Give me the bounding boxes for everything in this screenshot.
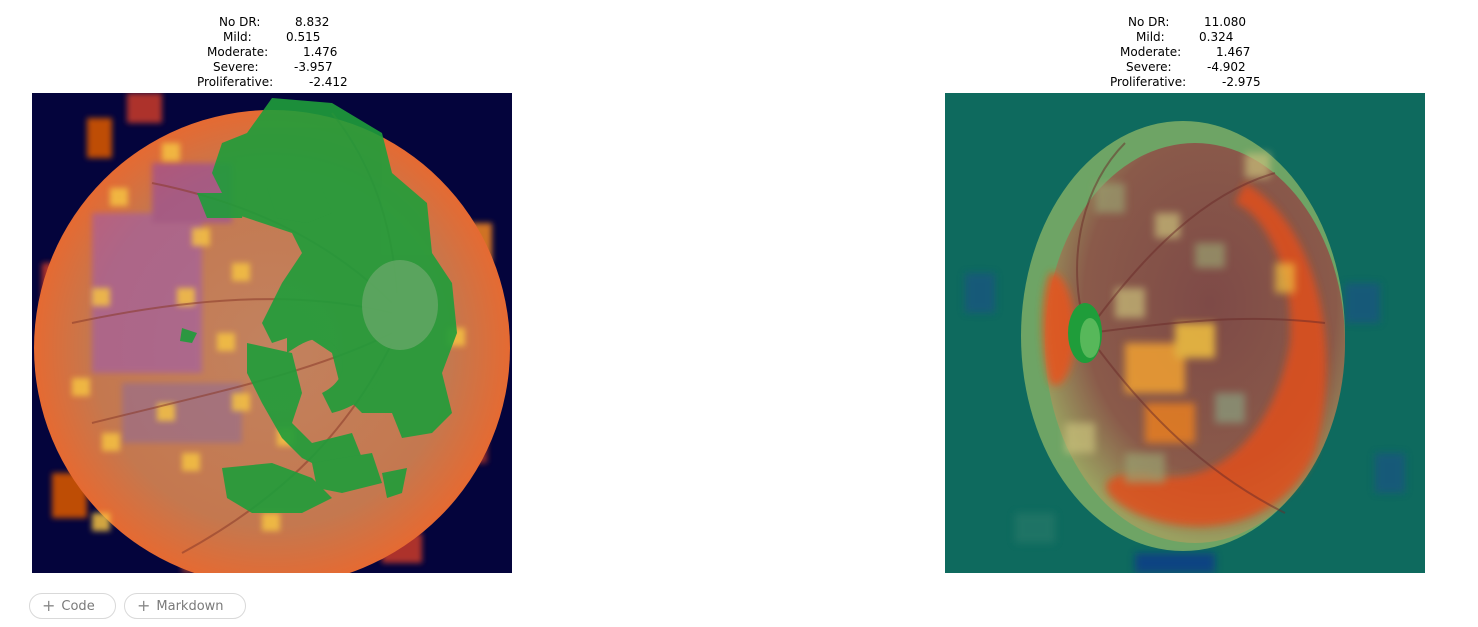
- score-value: 0.324: [1199, 30, 1234, 44]
- add-markdown-label: Markdown: [156, 598, 224, 614]
- score-value: 1.467: [1216, 45, 1251, 59]
- plus-icon: +: [137, 596, 151, 615]
- score-value: 11.080: [1204, 15, 1246, 29]
- score-label: No DR:: [1128, 15, 1170, 29]
- score-row-severe: Severe: -3.957: [32, 60, 512, 75]
- score-label: No DR:: [219, 15, 261, 29]
- score-row-severe: Severe: -4.902: [945, 60, 1425, 75]
- score-label: Mild:: [223, 30, 252, 44]
- score-row-proliferative: Proliferative: -2.412: [32, 75, 512, 90]
- score-row-proliferative: Proliferative: -2.975: [945, 75, 1425, 90]
- fundus-heatmap-right-graphic: [945, 93, 1425, 573]
- score-row-mild: Mild: 0.324: [945, 30, 1425, 45]
- plus-icon: +: [42, 596, 56, 615]
- add-code-label: Code: [61, 598, 95, 614]
- score-value: -2.975: [1222, 75, 1261, 89]
- score-value: -3.957: [294, 60, 333, 74]
- score-label: Moderate:: [1120, 45, 1182, 59]
- score-value: 8.832: [295, 15, 330, 29]
- score-value: -2.412: [309, 75, 348, 89]
- add-code-cell-button[interactable]: + Code: [29, 593, 116, 619]
- fundus-heatmap-image-right: [945, 93, 1425, 573]
- score-label: Proliferative:: [197, 75, 274, 89]
- score-row-moderate: Moderate: 1.476: [32, 45, 512, 60]
- score-label: Moderate:: [207, 45, 269, 59]
- score-row-moderate: Moderate: 1.467: [945, 45, 1425, 60]
- class-scores-left: No DR: 8.832 Mild: 0.515 Moderate: 1.476…: [32, 15, 512, 90]
- score-value: 1.476: [303, 45, 338, 59]
- score-value: 0.515: [286, 30, 321, 44]
- score-row-no-dr: No DR: 8.832: [32, 15, 512, 30]
- score-label: Severe:: [1126, 60, 1172, 74]
- score-row-mild: Mild: 0.515: [32, 30, 512, 45]
- score-label: Mild:: [1136, 30, 1165, 44]
- score-label: Severe:: [213, 60, 259, 74]
- add-markdown-cell-button[interactable]: + Markdown: [124, 593, 246, 619]
- score-value: -4.902: [1207, 60, 1246, 74]
- fundus-heatmap-image-left: [32, 93, 512, 573]
- class-scores-right: No DR: 11.080 Mild: 0.324 Moderate: 1.46…: [945, 15, 1425, 90]
- fundus-heatmap-left-graphic: [32, 93, 512, 573]
- score-label: Proliferative:: [1110, 75, 1187, 89]
- score-row-no-dr: No DR: 11.080: [945, 15, 1425, 30]
